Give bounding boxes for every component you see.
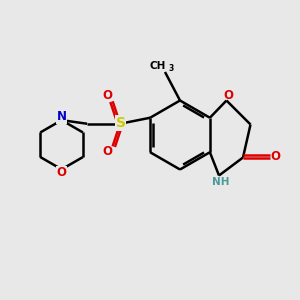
- Text: 3: 3: [169, 64, 174, 73]
- Text: O: O: [223, 88, 233, 102]
- Text: CH: CH: [149, 61, 166, 71]
- Text: N: N: [57, 110, 67, 123]
- Text: O: O: [102, 145, 112, 158]
- Text: NH: NH: [212, 177, 229, 187]
- Text: S: S: [116, 116, 126, 130]
- Text: O: O: [270, 149, 280, 163]
- Text: O: O: [102, 89, 112, 102]
- Text: O: O: [57, 167, 67, 179]
